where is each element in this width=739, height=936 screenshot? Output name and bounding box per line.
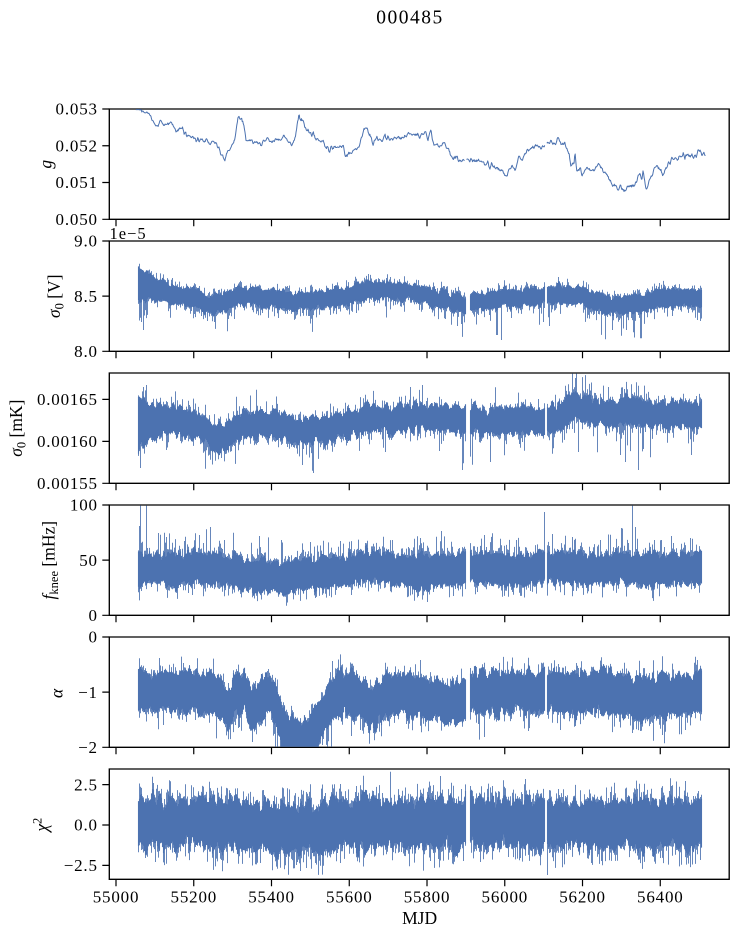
svg-text:χ2: χ2 bbox=[30, 818, 51, 834]
svg-text:α: α bbox=[47, 688, 67, 698]
svg-text:55600: 55600 bbox=[326, 887, 373, 906]
svg-text:MJD: MJD bbox=[402, 908, 437, 928]
svg-text:8.0: 8.0 bbox=[74, 342, 98, 361]
svg-text:56400: 56400 bbox=[637, 887, 684, 906]
svg-text:0.00155: 0.00155 bbox=[37, 474, 98, 493]
svg-text:0: 0 bbox=[88, 606, 97, 625]
svg-text:50: 50 bbox=[79, 551, 98, 570]
svg-text:−1: −1 bbox=[78, 683, 98, 702]
svg-text:0.050: 0.050 bbox=[56, 210, 98, 229]
svg-text:σ0 [V]: σ0 [V] bbox=[44, 274, 67, 318]
svg-text:0.0: 0.0 bbox=[74, 816, 98, 835]
svg-text:0.00160: 0.00160 bbox=[37, 432, 98, 451]
svg-text:0.053: 0.053 bbox=[56, 100, 98, 119]
svg-text:9.0: 9.0 bbox=[74, 232, 98, 251]
svg-text:0: 0 bbox=[88, 628, 97, 647]
svg-text:2.5: 2.5 bbox=[74, 775, 98, 794]
svg-text:fknee [mHz]: fknee [mHz] bbox=[39, 521, 62, 600]
svg-text:0.00165: 0.00165 bbox=[37, 390, 98, 409]
svg-text:8.5: 8.5 bbox=[74, 287, 98, 306]
svg-text:55000: 55000 bbox=[93, 887, 140, 906]
svg-text:000485: 000485 bbox=[376, 7, 444, 28]
svg-text:0.052: 0.052 bbox=[56, 137, 98, 156]
svg-text:1e−5: 1e−5 bbox=[110, 224, 147, 243]
svg-text:100: 100 bbox=[70, 496, 98, 515]
svg-text:56000: 56000 bbox=[482, 887, 529, 906]
svg-text:−2.5: −2.5 bbox=[64, 856, 98, 875]
svg-text:−2: −2 bbox=[78, 738, 98, 757]
svg-text:55400: 55400 bbox=[248, 887, 295, 906]
svg-text:56200: 56200 bbox=[559, 887, 606, 906]
svg-text:55800: 55800 bbox=[404, 887, 451, 906]
svg-text:g: g bbox=[36, 160, 56, 169]
svg-text:0.051: 0.051 bbox=[56, 173, 98, 192]
svg-text:σ0 [mK]: σ0 [mK] bbox=[6, 400, 29, 457]
svg-text:55200: 55200 bbox=[171, 887, 218, 906]
